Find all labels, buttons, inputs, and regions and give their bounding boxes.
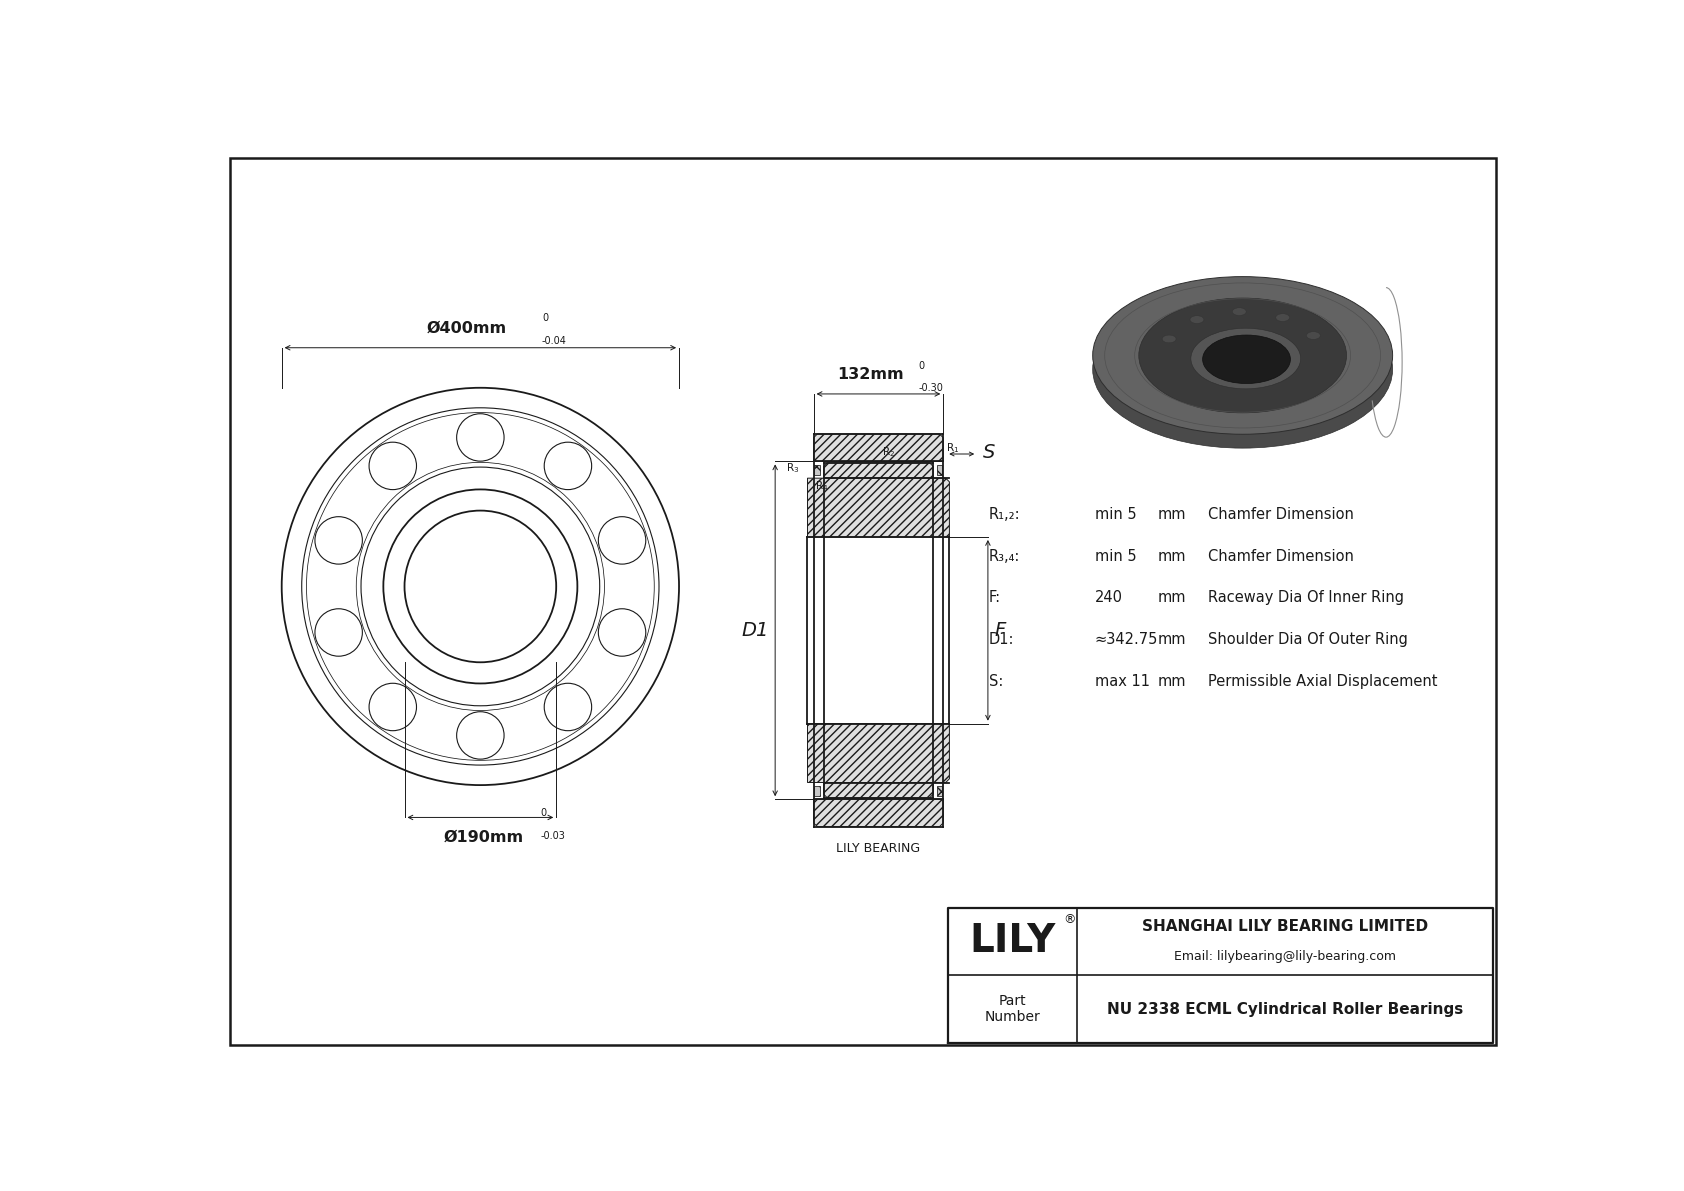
Text: LILY: LILY [970, 922, 1056, 960]
Text: Permissible Axial Displacement: Permissible Axial Displacement [1207, 674, 1438, 688]
Text: mm: mm [1159, 591, 1187, 605]
Text: Raceway Dia Of Inner Ring: Raceway Dia Of Inner Ring [1207, 591, 1404, 605]
Ellipse shape [1191, 329, 1300, 388]
Bar [936, 464, 943, 475]
Bar [815, 786, 820, 796]
Text: F: F [994, 621, 1005, 640]
Text: Part
Number: Part Number [985, 994, 1041, 1024]
Text: -0.03: -0.03 [541, 831, 566, 841]
Text: mm: mm [1159, 674, 1187, 688]
Text: S: S [982, 443, 995, 462]
Ellipse shape [1138, 298, 1347, 413]
Text: R₁,₂:: R₁,₂: [989, 507, 1021, 523]
Ellipse shape [1276, 313, 1290, 322]
Text: min 5: min 5 [1095, 549, 1137, 563]
Ellipse shape [1162, 335, 1175, 343]
Text: 0: 0 [541, 809, 547, 818]
Text: D1: D1 [741, 621, 770, 640]
Text: R$_4$: R$_4$ [815, 480, 829, 493]
Text: LILY BEARING: LILY BEARING [837, 842, 921, 855]
Text: 132mm: 132mm [837, 367, 904, 382]
Text: NU 2338 ECML Cylindrical Roller Bearings: NU 2338 ECML Cylindrical Roller Bearings [1106, 1002, 1463, 1017]
Text: F:: F: [989, 591, 1000, 605]
Text: Shoulder Dia Of Outer Ring: Shoulder Dia Of Outer Ring [1207, 632, 1408, 647]
Text: D1:: D1: [989, 632, 1014, 647]
Polygon shape [813, 461, 943, 799]
Text: Ø190mm: Ø190mm [445, 830, 524, 844]
Bar [815, 464, 820, 475]
Text: S:: S: [989, 674, 1004, 688]
Text: R$_2$: R$_2$ [881, 445, 894, 460]
Text: mm: mm [1159, 549, 1187, 563]
Text: R$_1$: R$_1$ [945, 441, 958, 455]
Text: mm: mm [1159, 632, 1187, 647]
Polygon shape [823, 782, 933, 798]
Text: max 11: max 11 [1095, 674, 1150, 688]
Polygon shape [808, 724, 950, 782]
Ellipse shape [1307, 331, 1320, 339]
Polygon shape [813, 799, 943, 827]
Ellipse shape [1233, 307, 1246, 316]
Text: R$_3$: R$_3$ [786, 461, 800, 475]
Text: -0.04: -0.04 [542, 336, 568, 347]
Ellipse shape [1202, 335, 1290, 384]
Ellipse shape [1093, 291, 1393, 448]
Text: Chamfer Dimension: Chamfer Dimension [1207, 507, 1354, 523]
Ellipse shape [1093, 276, 1393, 435]
Text: -0.30: -0.30 [918, 384, 943, 393]
Text: min 5: min 5 [1095, 507, 1137, 523]
Text: Email: lilybearing@lily-bearing.com: Email: lilybearing@lily-bearing.com [1174, 949, 1396, 962]
Text: 240: 240 [1095, 591, 1123, 605]
Text: mm: mm [1159, 507, 1187, 523]
Text: ®: ® [1063, 913, 1076, 927]
Text: 0: 0 [918, 361, 925, 370]
Polygon shape [808, 478, 950, 537]
Ellipse shape [1191, 316, 1204, 324]
Text: ≈342.75: ≈342.75 [1095, 632, 1159, 647]
Text: 0: 0 [542, 313, 547, 323]
Polygon shape [813, 434, 943, 461]
Text: Ø400mm: Ø400mm [426, 320, 507, 336]
Bar [936, 786, 943, 796]
Polygon shape [823, 463, 933, 478]
Text: R₃,₄:: R₃,₄: [989, 549, 1021, 563]
Text: Chamfer Dimension: Chamfer Dimension [1207, 549, 1354, 563]
Text: SHANGHAI LILY BEARING LIMITED: SHANGHAI LILY BEARING LIMITED [1142, 919, 1428, 934]
